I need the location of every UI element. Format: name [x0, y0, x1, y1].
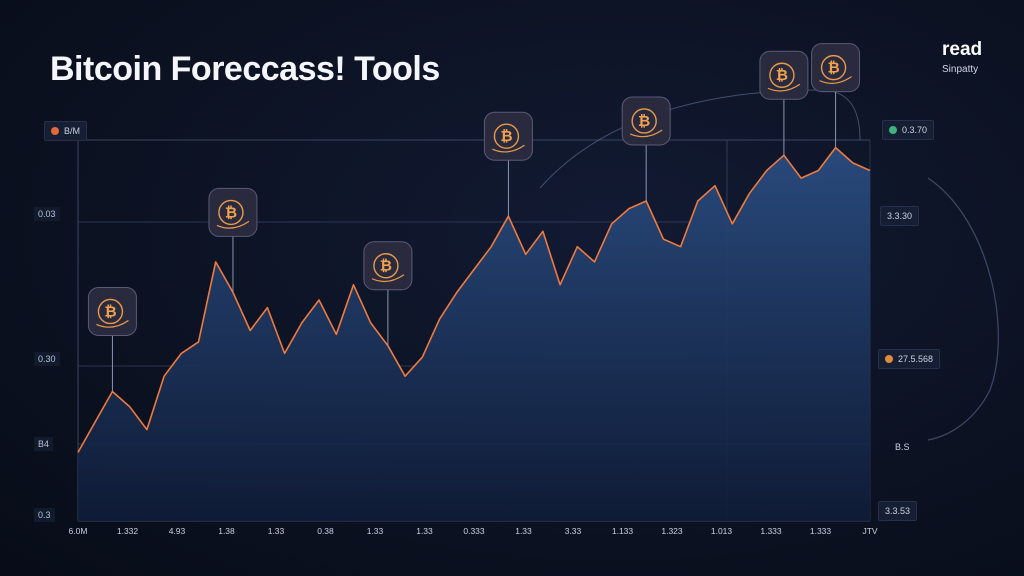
x-axis-label: JTV	[862, 526, 877, 536]
bitcoin-symbol: ₿	[500, 127, 512, 145]
x-axis-label: 0.38	[317, 526, 334, 536]
x-axis-label: 1.323	[661, 526, 683, 536]
bitcoin-symbol: ₿	[638, 112, 650, 130]
brand-name: read	[942, 39, 983, 60]
x-axis-label: 1.333	[760, 526, 782, 536]
price-line	[77, 146, 871, 453]
price-tag-label: 27.5.568	[898, 354, 934, 364]
bitcoin-swoosh-icon	[96, 319, 129, 328]
price-tag: 27.5.568	[878, 349, 941, 369]
bitcoin-symbol: ₿	[225, 203, 237, 221]
x-axis-label: 1.33	[515, 526, 532, 536]
x-axis-label: 1.38	[218, 526, 235, 536]
bitcoin-swoosh-icon	[371, 274, 405, 283]
bitcoin-coin-icon	[493, 123, 520, 149]
x-axis-label: 1.33	[416, 526, 433, 536]
price-tag-label: 0.3.70	[902, 125, 928, 135]
y-axis-label: 0.3	[34, 508, 55, 522]
price-tag: 0.3.70	[882, 120, 935, 140]
bitcoin-coin-icon	[218, 199, 244, 226]
bitcoin-symbol: ₿	[827, 59, 839, 77]
x-axis-label: 1.332	[117, 526, 139, 536]
page-title: Bitcoin Foreccass! Tools	[50, 50, 440, 88]
x-axis-label: 1.33	[367, 526, 384, 536]
decorative-arc-right	[927, 177, 999, 441]
price-tag-label: 3.3.53	[885, 506, 911, 516]
y-axis-label: 0.30	[34, 352, 60, 366]
x-axis-label: 1.333	[810, 526, 832, 536]
x-axis-label: 0.333	[463, 526, 485, 536]
bitcoin-coin-icon	[769, 62, 795, 88]
x-axis-label: 1.33	[268, 526, 285, 536]
price-tag: B.S	[888, 437, 917, 457]
y-axis-label: B4	[34, 437, 54, 451]
bitcoin-coin-icon	[97, 298, 124, 325]
x-axis-label: 4.93	[169, 526, 186, 536]
price-tag-label: B.S	[895, 442, 910, 452]
bitcoin-swoosh-icon	[492, 144, 525, 153]
top-left-tag: B/M	[44, 121, 88, 141]
price-tag: 3.3.30	[880, 206, 920, 226]
bitcoin-symbol: ₿	[380, 257, 392, 275]
top-left-tag-label: B/M	[64, 126, 81, 136]
x-axis-label: 6.0M	[69, 526, 88, 536]
bitcoin-coin-icon	[373, 253, 399, 279]
x-axis-label: 1.013	[711, 526, 733, 536]
btc-coin-icon	[885, 355, 893, 363]
x-axis-label: 1.133	[612, 526, 634, 536]
bitcoin-symbol: ₿	[104, 302, 116, 320]
bitcoin-swoosh-icon	[819, 76, 852, 84]
green-coin-icon	[889, 126, 897, 134]
bitcoin-coin-icon	[820, 54, 847, 81]
bitcoin-symbol: ₿	[776, 66, 788, 84]
bitcoin-swoosh-icon	[767, 83, 801, 92]
bitcoin-swoosh-icon	[216, 220, 250, 229]
btc-coin-icon	[51, 127, 59, 135]
price-tag: 3.3.53	[878, 501, 918, 521]
x-axis-label: 3.33	[565, 526, 582, 536]
y-axis-label: 0.03	[34, 207, 60, 221]
price-tag-label: 3.3.30	[887, 211, 913, 221]
brand-subtitle: Sinpatty	[942, 64, 979, 75]
bitcoin-coin-icon	[631, 108, 657, 134]
bitcoin-swoosh-icon	[629, 129, 663, 138]
brand-logo[interactable]: read Sinpatty	[942, 39, 988, 76]
